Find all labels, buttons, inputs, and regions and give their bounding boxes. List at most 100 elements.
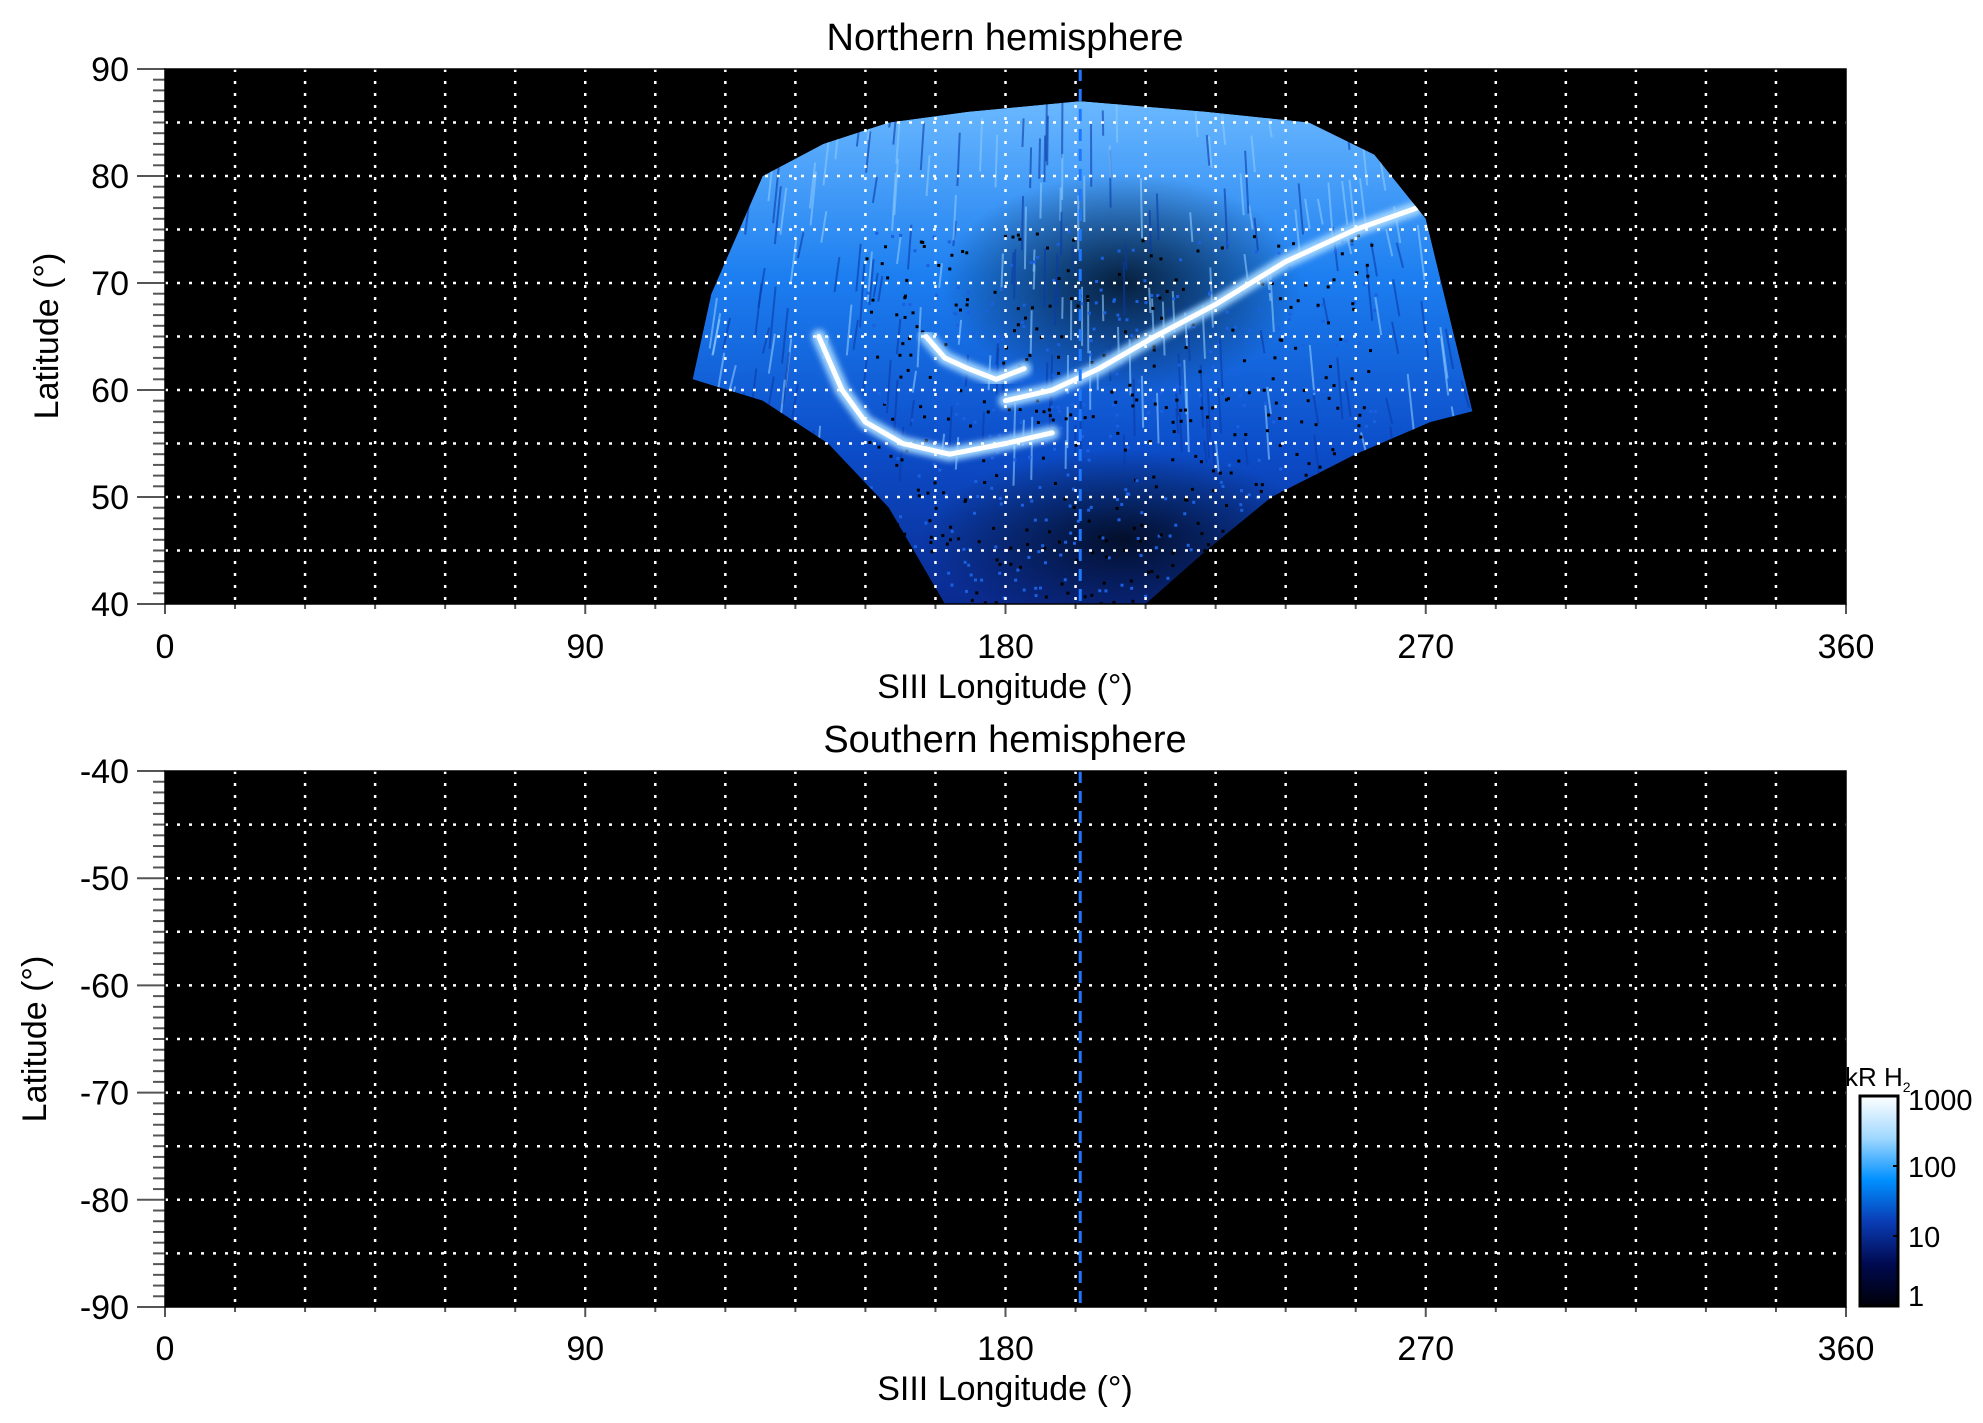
emission-streak — [1217, 387, 1223, 434]
emission-speckle — [1237, 459, 1241, 463]
emission-speckle — [1072, 238, 1076, 242]
y-tick-label: -70 — [80, 1075, 129, 1113]
emission-streak — [1178, 412, 1183, 452]
emission-speckle — [1367, 370, 1371, 374]
emission-speckle — [1009, 546, 1013, 550]
emission-speckle — [1350, 242, 1354, 246]
y-tick-label: -50 — [80, 860, 129, 898]
emission-speckle — [1147, 411, 1151, 415]
emission-speckle — [1025, 528, 1029, 532]
emission-speckle — [865, 257, 869, 261]
emission-streak — [865, 131, 872, 173]
emission-speckle — [998, 433, 1002, 437]
emission-speckle — [1157, 534, 1161, 538]
emission-speckle — [1087, 311, 1091, 315]
emission-speckle — [911, 311, 915, 315]
emission-speckle — [1035, 409, 1039, 413]
emission-speckle — [1164, 406, 1168, 410]
emission-speckle — [1326, 321, 1330, 325]
emission-speckle — [1010, 263, 1014, 267]
colorbar-label: kR H2 — [1845, 1062, 1911, 1095]
emission-speckle — [1267, 413, 1271, 417]
emission-speckle — [1116, 313, 1120, 317]
y-tick-label: -80 — [80, 1182, 129, 1220]
emission-streak — [820, 211, 828, 243]
emission-speckle — [1131, 248, 1135, 252]
emission-speckle — [950, 583, 954, 587]
emission-speckle — [957, 537, 961, 541]
emission-streak — [1175, 393, 1180, 416]
emission-speckle — [903, 532, 907, 536]
emission-speckle — [1198, 393, 1202, 397]
emission-speckle — [1221, 484, 1225, 488]
emission-speckle — [983, 481, 987, 485]
emission-speckle — [1002, 596, 1006, 600]
emission-speckle — [944, 493, 948, 497]
emission-speckle — [1240, 508, 1244, 512]
emission-speckle — [1045, 246, 1049, 250]
emission-speckle — [967, 311, 971, 315]
y-tick-label: -90 — [80, 1289, 129, 1327]
emission-speckle — [1136, 536, 1140, 540]
emission-speckle — [915, 325, 919, 329]
emission-speckle — [1179, 419, 1183, 423]
emission-speckle — [924, 521, 928, 525]
emission-speckle — [1233, 325, 1237, 329]
emission-streak — [808, 162, 817, 209]
emission-streak — [1013, 249, 1017, 300]
emission-speckle — [1100, 256, 1104, 260]
emission-speckle — [966, 298, 970, 302]
emission-speckle — [1126, 445, 1130, 449]
emission-speckle — [1171, 551, 1175, 555]
emission-speckle — [1292, 242, 1296, 246]
emission-speckle — [1083, 416, 1087, 420]
emission-speckle — [1189, 548, 1193, 552]
emission-speckle — [938, 468, 942, 472]
emission-speckle — [1331, 448, 1335, 452]
emission-streak — [1205, 134, 1211, 166]
emission-speckle — [982, 400, 986, 404]
emission-speckle — [1107, 556, 1111, 560]
emission-streak — [1344, 380, 1352, 417]
emission-speckle — [1058, 409, 1062, 413]
emission-speckle — [1350, 368, 1354, 372]
emission-speckle — [1190, 487, 1194, 491]
emission-speckle — [1369, 409, 1373, 413]
emission-speckle — [1115, 424, 1119, 428]
emission-speckle — [1339, 337, 1343, 341]
emission-speckle — [877, 445, 881, 449]
emission-speckle — [1013, 458, 1017, 462]
emission-speckle — [1304, 473, 1308, 477]
emission-streak — [1189, 212, 1194, 243]
emission-streak — [727, 364, 737, 394]
southern-hemisphere-panel: Southern hemisphere 0 90 180 270 360 -40 -50 -6… — [16, 719, 1874, 1408]
emission-speckle — [919, 405, 923, 409]
emission-speckle — [1267, 290, 1271, 294]
emission-speckle — [924, 439, 928, 443]
emission-speckle — [1242, 359, 1246, 363]
emission-speckle — [917, 474, 921, 478]
emission-speckle — [1112, 299, 1116, 303]
emission-speckle — [1172, 430, 1176, 434]
emission-speckle — [959, 389, 963, 393]
emission-speckle — [1098, 535, 1102, 539]
emission-streak — [1223, 188, 1229, 250]
emission-speckle — [906, 368, 910, 372]
emission-speckle — [1154, 485, 1158, 489]
emission-speckle — [1069, 531, 1073, 535]
emission-speckle — [1156, 294, 1160, 298]
emission-speckle — [1168, 534, 1172, 538]
emission-speckle — [1048, 414, 1052, 418]
emission-streak — [1030, 416, 1034, 480]
emission-speckle — [1009, 562, 1013, 566]
emission-speckle — [1328, 365, 1332, 369]
emission-speckle — [869, 486, 873, 490]
emission-streak — [1406, 373, 1416, 436]
emission-speckle — [1091, 551, 1095, 555]
emission-speckle — [998, 571, 1002, 575]
emission-speckle — [1147, 570, 1151, 574]
emission-speckle — [1031, 306, 1035, 310]
emission-speckle — [1026, 543, 1030, 547]
emission-speckle — [1066, 591, 1070, 595]
emission-speckle — [917, 494, 921, 498]
